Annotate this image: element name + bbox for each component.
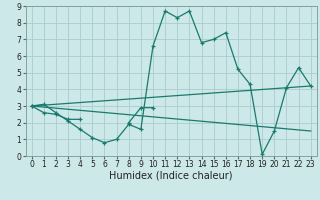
X-axis label: Humidex (Indice chaleur): Humidex (Indice chaleur) <box>109 171 233 181</box>
